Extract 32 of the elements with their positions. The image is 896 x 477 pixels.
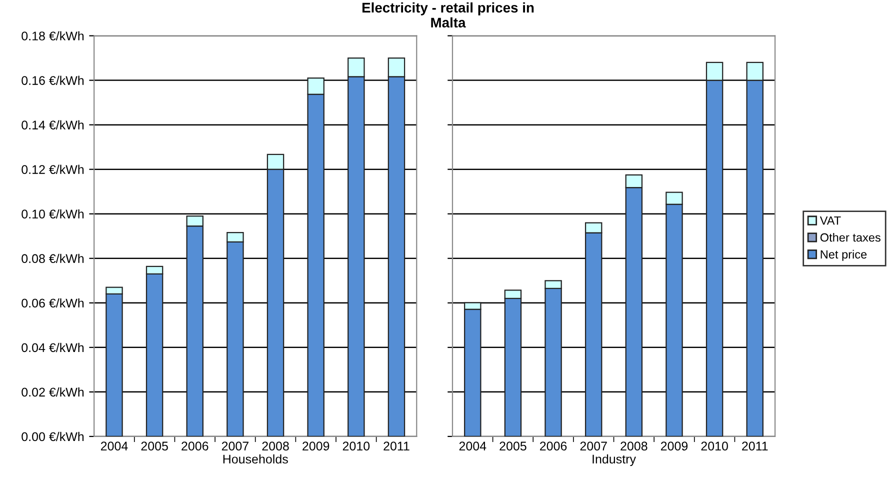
y-tick-label: 0.16 €/kWh xyxy=(22,76,84,85)
y-tick-label: 0.12 €/kWh xyxy=(22,164,84,174)
x-tick-label: 2011 xyxy=(742,442,768,450)
x-tick-label: 2009 xyxy=(660,442,688,450)
x-tick-label: 2005 xyxy=(141,442,168,450)
y-tick-label: 0.08 €/kWh xyxy=(22,254,84,264)
legend-label: VAT xyxy=(820,216,841,225)
y-tick-label: 0.10 €/kWh xyxy=(22,209,84,219)
x-axis-title: Industry xyxy=(592,454,636,466)
x-tick-label: 2010 xyxy=(701,442,728,450)
x-tick-label: 2006 xyxy=(182,442,208,450)
y-tick-label: 0.02 €/kWh xyxy=(22,387,84,397)
x-tick-label: 2004 xyxy=(100,442,128,450)
y-tick-label: 0.18 €/kWh xyxy=(22,31,84,40)
y-tick-label: 0.06 €/kWh xyxy=(22,298,84,308)
x-tick-label: 2008 xyxy=(620,442,648,450)
y-tick-label: 0.04 €/kWh xyxy=(22,342,84,352)
x-tick-label: 2006 xyxy=(540,442,567,450)
text: Electricity - retail prices in Malta xyxy=(362,2,534,28)
legend-label: Net price xyxy=(820,250,867,261)
x-tick-label: 2008 xyxy=(262,442,289,450)
x-tick-label: 2010 xyxy=(342,442,370,450)
x-tick-label: 2005 xyxy=(500,442,526,450)
x-tick-label: 2007 xyxy=(580,442,607,450)
x-tick-label: 2004 xyxy=(459,442,486,450)
x-tick-label: 2007 xyxy=(222,442,248,450)
x-tick-label: 2009 xyxy=(302,442,330,450)
y-tick-label: 0.14 €/kWh xyxy=(22,120,84,130)
x-axis-title: Households xyxy=(223,454,288,464)
legend-label: Other taxes xyxy=(820,232,880,242)
y-tick-label: 0.00 €/kWh xyxy=(22,432,84,442)
x-tick-label: 2011 xyxy=(384,442,410,450)
